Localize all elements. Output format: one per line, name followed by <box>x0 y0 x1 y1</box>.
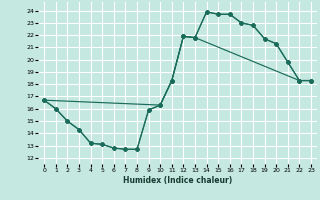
X-axis label: Humidex (Indice chaleur): Humidex (Indice chaleur) <box>123 176 232 185</box>
